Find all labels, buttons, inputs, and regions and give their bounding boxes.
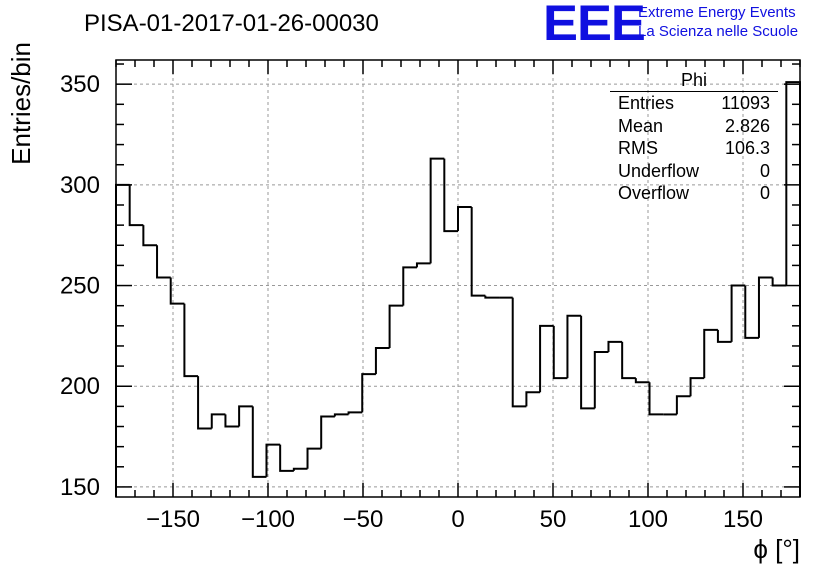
histogram-bin (429, 157, 445, 264)
x-tick-label: 50 (540, 506, 567, 533)
stats-row-entries: Entries 11093 (610, 92, 778, 115)
histogram-bin (539, 324, 554, 393)
histogram-bin (689, 377, 705, 397)
histogram-bin (744, 285, 759, 339)
histogram-bin (388, 304, 404, 348)
histogram-bin (443, 158, 458, 233)
histogram-bin (580, 315, 595, 410)
y-tick-label: 300 (60, 172, 100, 199)
stats-row-mean: Mean 2.826 (610, 115, 778, 138)
stats-value: 0 (759, 160, 770, 181)
histogram-bin (333, 413, 349, 417)
x-tick-label: 150 (723, 506, 763, 533)
histogram-bin (675, 395, 691, 415)
histogram-bin (771, 277, 787, 287)
x-tick-label: 100 (628, 506, 668, 533)
x-tick-label: −150 (146, 506, 200, 533)
axis-ticks (115, 60, 801, 497)
y-tick-label: 350 (60, 71, 100, 98)
histogram-bin (607, 340, 623, 353)
histogram-bin (593, 351, 609, 409)
x-tick-label: −50 (343, 506, 384, 533)
histogram-bin (183, 303, 199, 378)
logo-caption-line2: La Scienza nelle Scuole (638, 23, 799, 40)
stats-box: Phi Entries 11093 Mean 2.826 RMS 106.3 U… (610, 70, 778, 205)
histogram-bin (552, 325, 568, 380)
histogram-bin (457, 206, 472, 232)
stats-label: Underflow (618, 160, 700, 181)
stats-label: RMS (618, 138, 658, 158)
stats-value: 2.826 (724, 115, 770, 136)
y-tick-labels: 150 200 250 300 350 (60, 71, 100, 501)
histogram-bin (197, 376, 212, 430)
histogram-bin (402, 266, 417, 306)
stats-row-rms: RMS 106.3 (610, 137, 778, 160)
stats-label: Mean (618, 115, 664, 136)
histogram-bin (156, 245, 171, 279)
histogram-bin (730, 284, 746, 342)
y-axis-title: Entries/bin (6, 42, 36, 165)
y-tick-label: 150 (60, 474, 100, 501)
stats-title: Phi (610, 70, 778, 92)
stats-label: Overflow (618, 183, 690, 203)
histogram-bin (265, 443, 281, 477)
histogram-bin (306, 447, 322, 469)
stats-label: Entries (618, 93, 675, 113)
histogram-bin (224, 414, 240, 428)
histogram-bin (115, 183, 130, 497)
histogram-bin (415, 262, 431, 268)
stats-value: 0 (759, 183, 770, 203)
x-tick-labels: −150 −100 −50 0 50 100 150 (146, 506, 763, 533)
stats-value: 106.3 (724, 138, 770, 158)
stats-row-overflow: Overflow 0 (610, 182, 778, 205)
histogram-bin (621, 341, 636, 380)
histogram-bin (128, 184, 144, 227)
histogram-bin (525, 391, 541, 407)
histogram-bin (279, 444, 294, 472)
histogram-bin (142, 225, 158, 247)
y-tick-label: 200 (60, 373, 100, 400)
histogram-bin (703, 328, 718, 379)
logo-caption-line1: Extreme Energy Events (638, 4, 796, 21)
histogram-bin (320, 415, 335, 449)
histogram-bin (648, 382, 664, 416)
histogram-bin (251, 406, 267, 478)
y-tick-label: 250 (60, 273, 100, 300)
histogram-bin (361, 373, 376, 413)
stats-value: 11093 (721, 93, 770, 113)
histogram-bin (210, 413, 226, 429)
x-tick-label: 0 (451, 506, 464, 533)
histogram-bin (484, 295, 500, 299)
histogram-bin (470, 207, 486, 297)
histogram-bin (238, 405, 253, 427)
histogram-bin (566, 314, 582, 379)
x-tick-label: −100 (241, 506, 295, 533)
stats-row-underflow: Underflow 0 (610, 160, 778, 183)
plot-title: PISA-01-2017-01-26-00030 (84, 10, 379, 37)
histogram-bin (374, 346, 390, 375)
histogram-bin (511, 297, 527, 408)
histogram-bin (347, 411, 363, 415)
histogram-bin (716, 329, 732, 343)
histogram-bin (757, 276, 773, 338)
histogram-bin (634, 378, 650, 384)
histogram-bin (169, 277, 185, 305)
histogram-bin (292, 467, 308, 471)
eee-logo: EEE (543, 0, 646, 51)
x-axis-title: ϕ [°] (753, 534, 800, 564)
